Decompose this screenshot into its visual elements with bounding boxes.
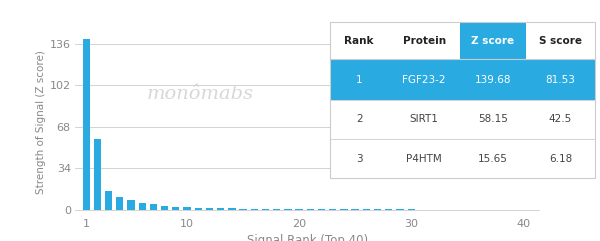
Bar [239, 208, 247, 210]
Bar [388, 100, 460, 139]
Bar [388, 60, 460, 100]
Bar [318, 209, 325, 210]
Bar [172, 207, 179, 210]
Bar [388, 139, 460, 178]
Bar [460, 139, 526, 178]
Text: monômabs: monômabs [147, 85, 254, 103]
X-axis label: Signal Rank (Top 40): Signal Rank (Top 40) [247, 234, 368, 241]
Text: Rank: Rank [344, 36, 374, 46]
Bar [295, 209, 303, 210]
Text: 81.53: 81.53 [545, 75, 575, 85]
Bar [262, 209, 269, 210]
Bar [460, 100, 526, 139]
Text: 1: 1 [356, 75, 362, 85]
Text: 42.5: 42.5 [549, 114, 572, 125]
Text: P4HTM: P4HTM [406, 154, 442, 163]
Bar [184, 207, 191, 210]
Bar [161, 206, 168, 210]
Bar [330, 22, 388, 60]
Text: 6.18: 6.18 [549, 154, 572, 163]
Bar [105, 190, 112, 210]
Text: 58.15: 58.15 [478, 114, 508, 125]
Text: 15.65: 15.65 [478, 154, 508, 163]
Bar [307, 209, 314, 210]
Bar [273, 209, 280, 210]
Text: Protein: Protein [403, 36, 446, 46]
Bar [251, 209, 258, 210]
Bar [127, 200, 134, 210]
Bar [526, 22, 595, 60]
Bar [284, 209, 292, 210]
Bar [217, 208, 224, 210]
Bar [352, 209, 359, 210]
Text: 3: 3 [356, 154, 362, 163]
Bar [340, 209, 347, 210]
Text: Z score: Z score [472, 36, 515, 46]
Text: FGF23-2: FGF23-2 [403, 75, 446, 85]
Bar [460, 22, 526, 60]
Bar [206, 208, 213, 210]
Bar [116, 197, 124, 210]
Bar [526, 139, 595, 178]
Bar [330, 60, 388, 100]
Bar [526, 60, 595, 100]
Bar [228, 208, 236, 210]
Bar [83, 39, 90, 210]
Bar [194, 208, 202, 210]
Text: SIRT1: SIRT1 [410, 114, 439, 125]
Bar [150, 204, 157, 210]
Bar [388, 22, 460, 60]
Bar [526, 100, 595, 139]
Bar [139, 203, 146, 210]
Y-axis label: Strength of Signal (Z score): Strength of Signal (Z score) [35, 50, 46, 194]
Bar [460, 60, 526, 100]
Text: 2: 2 [356, 114, 362, 125]
Text: 139.68: 139.68 [475, 75, 511, 85]
Bar [329, 209, 337, 210]
Bar [330, 100, 388, 139]
Bar [94, 139, 101, 210]
Text: S score: S score [539, 36, 582, 46]
Bar [330, 139, 388, 178]
